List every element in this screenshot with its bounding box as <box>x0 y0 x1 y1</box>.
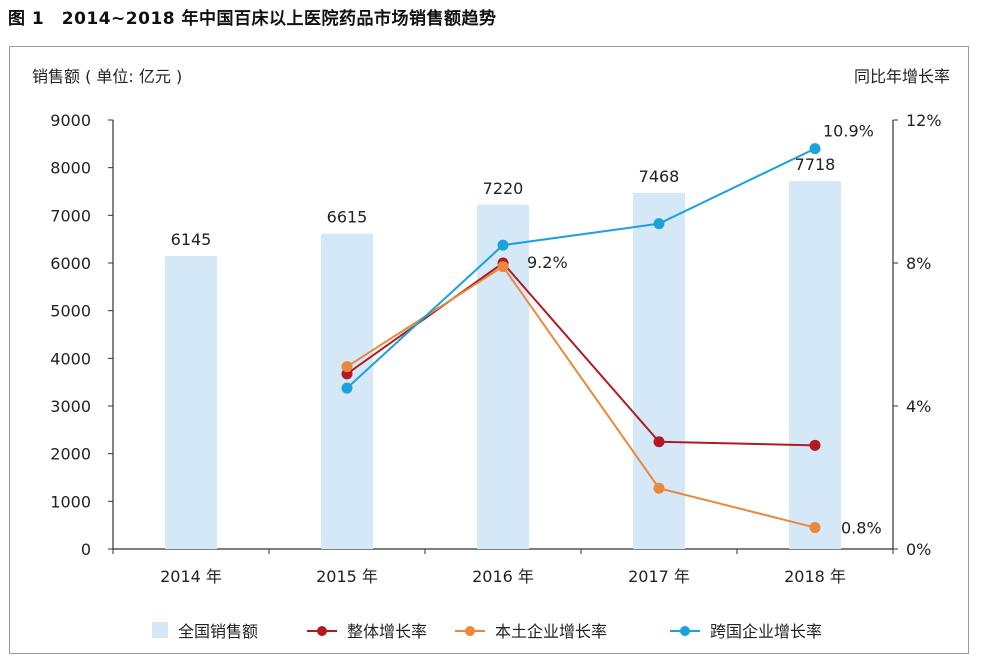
legend-label: 跨国企业增长率 <box>710 622 822 641</box>
x-tick-label: 2014 年 <box>160 567 222 586</box>
left-tick-label: 2000 <box>50 445 91 464</box>
left-tick-label: 9000 <box>50 111 91 130</box>
bar <box>633 193 685 549</box>
bar <box>165 256 217 549</box>
bar <box>477 204 529 549</box>
bar <box>789 181 841 549</box>
series-point <box>809 143 821 155</box>
x-tick-label: 2015 年 <box>316 567 378 586</box>
left-tick-label: 7000 <box>50 206 91 225</box>
series-point <box>497 261 509 273</box>
series-point <box>653 436 665 448</box>
series-point <box>809 522 821 534</box>
legend-label: 本土企业增长率 <box>495 622 607 641</box>
series-point <box>341 361 353 373</box>
series-point <box>341 382 353 394</box>
left-tick-label: 4000 <box>50 349 91 368</box>
right-tick-label: 8% <box>906 254 931 273</box>
series-line <box>346 147 816 389</box>
chart-frame <box>9 46 969 654</box>
annotation-label: 9.2% <box>527 253 568 272</box>
series-point <box>497 239 509 251</box>
bar-value-label: 6615 <box>327 208 368 227</box>
left-axis-title: 销售额 ( 单位: 亿元 ) <box>32 67 182 86</box>
left-tick-label: 8000 <box>50 159 91 178</box>
annotation-label: 0.8% <box>841 519 882 538</box>
x-tick-label: 2017 年 <box>628 567 690 586</box>
left-tick-label: 0 <box>81 540 91 559</box>
right-tick-label: 4% <box>906 397 931 416</box>
bar-value-label: 7718 <box>795 155 836 174</box>
legend-label: 整体增长率 <box>347 622 427 641</box>
figure-title: 图 1 2014~2018 年中国百床以上医院药品市场销售额趋势 <box>8 9 497 29</box>
legend-label: 全国销售额 <box>178 622 258 641</box>
right-tick-label: 0% <box>906 540 931 559</box>
legend-marker <box>465 626 475 636</box>
right-tick-label: 12% <box>906 111 942 130</box>
series-line <box>346 261 816 447</box>
left-tick-label: 3000 <box>50 397 91 416</box>
left-tick-label: 5000 <box>50 302 91 321</box>
left-tick-label: 1000 <box>50 492 91 511</box>
series-line <box>346 265 816 529</box>
right-axis-title: 同比年增长率 <box>854 67 950 86</box>
bar-value-label: 7468 <box>639 167 680 186</box>
left-tick-label: 6000 <box>50 254 91 273</box>
annotation-label: 10.9% <box>823 122 874 141</box>
bar-value-label: 7220 <box>483 179 524 198</box>
x-tick-label: 2018 年 <box>784 567 846 586</box>
legend-marker <box>680 626 690 636</box>
series-point <box>809 439 821 451</box>
bar-value-label: 6145 <box>171 230 212 249</box>
legend-swatch <box>152 622 168 638</box>
legend-marker <box>317 626 327 636</box>
series-point <box>653 482 665 494</box>
series-point <box>653 218 665 230</box>
x-tick-label: 2016 年 <box>472 567 534 586</box>
